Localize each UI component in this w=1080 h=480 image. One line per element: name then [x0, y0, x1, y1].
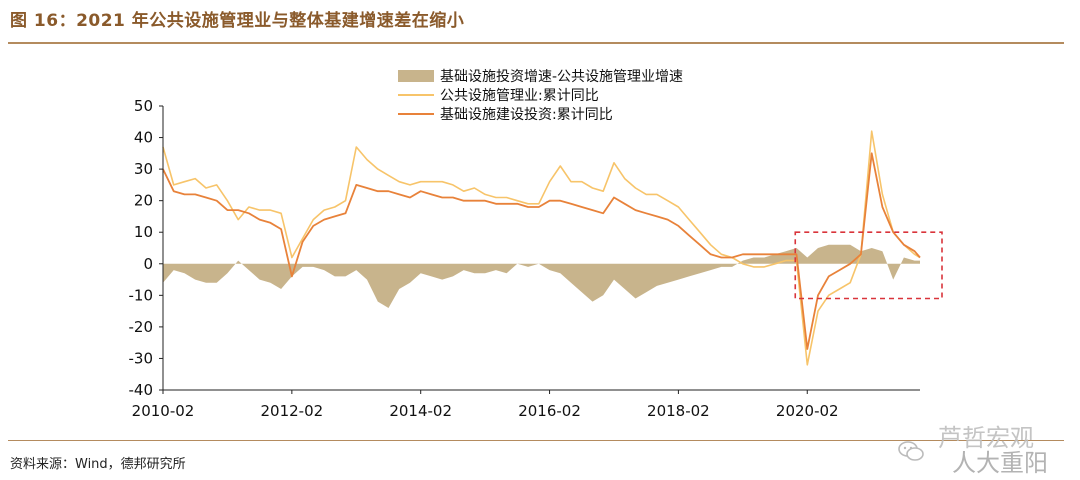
legend: 基础设施投资增速-公共设施管理业增速公共设施管理业:累计同比基础设施建设投资:累…	[398, 68, 683, 123]
top-rule	[8, 42, 1064, 44]
line-series-infrastructure	[162, 152, 921, 350]
x-tick-label: 2016-02	[518, 402, 581, 420]
line-series-public-facilities	[162, 130, 921, 366]
legend-label: 基础设施投资增速-公共设施管理业增速	[440, 68, 683, 85]
x-tick-label: 2018-02	[647, 402, 710, 420]
area-series-spread	[163, 244, 920, 308]
y-tick-label: 40	[134, 129, 153, 147]
y-tick-label: 0	[143, 255, 153, 273]
watermark-line-1: 芦哲宏观	[938, 424, 1034, 452]
y-tick-label: -30	[129, 349, 154, 367]
watermark-line-2: 人大重阳	[952, 449, 1048, 477]
bottom-rule	[8, 440, 1064, 441]
line-series-group	[162, 130, 921, 366]
y-tick-label: 50	[134, 97, 153, 115]
x-tick-label: 2010-02	[132, 402, 195, 420]
highlight-group	[794, 231, 943, 300]
x-tick-label: 2012-02	[261, 402, 324, 420]
figure-title: 图 16：2021 年公共设施管理业与整体基建增速差在缩小	[10, 11, 465, 31]
wechat-icon	[898, 441, 924, 461]
legend-label: 基础设施建设投资:累计同比	[440, 106, 613, 123]
x-tick-label: 2020-02	[776, 402, 839, 420]
legend-swatch-area	[398, 70, 434, 82]
source-note: 资料来源：Wind，德邦研究所	[10, 457, 186, 472]
chart: 50 40 30 20 10 0 -10 -20 -30 -40 2010-02 2012-02 201…	[129, 68, 943, 420]
y-tick-label: -10	[129, 286, 154, 304]
axes-group: 50 40 30 20 10 0 -10 -20 -30 -40 2010-02 2012-02 201…	[129, 97, 920, 420]
y-tick-label: -20	[129, 318, 154, 336]
y-tick-label: -40	[129, 381, 154, 399]
y-tick-label: 30	[134, 160, 153, 178]
highlight-box	[794, 231, 943, 300]
area-series-group	[163, 244, 920, 308]
y-tick-label: 20	[134, 192, 153, 210]
x-tick-label: 2014-02	[389, 402, 452, 420]
y-tick-label: 10	[134, 223, 153, 241]
legend-label: 公共设施管理业:累计同比	[440, 88, 599, 104]
